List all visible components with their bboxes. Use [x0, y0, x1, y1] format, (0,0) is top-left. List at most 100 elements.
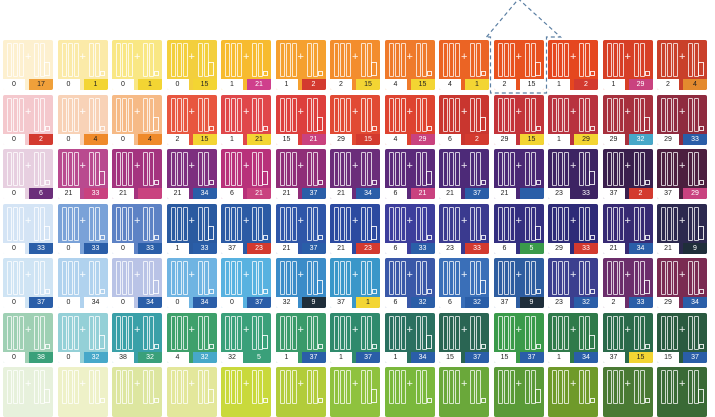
color-swatch-tile[interactable]: +15 21 — [275, 94, 326, 145]
color-swatch-tile[interactable]: +0 4 — [112, 94, 162, 145]
color-swatch-tile[interactable]: +1 33 — [166, 203, 217, 254]
color-swatch-tile[interactable]: +2 33 — [602, 258, 653, 308]
color-swatch-tile[interactable]: +6 33 — [384, 203, 435, 254]
color-swatch-tile[interactable]: +6 32 — [384, 258, 435, 308]
color-swatch-tile[interactable]: +6 21 — [384, 149, 435, 199]
swatch-left-label: 1 — [384, 351, 407, 363]
color-swatch-tile[interactable]: +2 15 — [493, 40, 544, 90]
color-swatch-tile[interactable]: +0 33 — [112, 203, 162, 254]
color-swatch-tile[interactable]: +6 5 — [493, 203, 544, 254]
color-swatch-tile[interactable]: +37 15 — [602, 312, 653, 363]
color-swatch-tile[interactable]: +32 9 — [275, 258, 326, 308]
color-swatch-tile[interactable]: +4 32 — [166, 312, 217, 363]
color-swatch-tile[interactable]: +23 32 — [548, 258, 598, 308]
color-swatch-tile[interactable]: +0 34 — [166, 258, 217, 308]
color-swatch-tile[interactable]: +37 9 — [493, 258, 544, 308]
color-swatch-tile[interactable]: +21 9 — [657, 203, 707, 254]
color-swatch-tile[interactable]: +0 37 — [3, 258, 53, 308]
color-swatch-tile[interactable]: +1 34 — [384, 312, 435, 363]
color-swatch-tile[interactable]: +37 29 — [657, 149, 707, 199]
color-swatch-tile[interactable]: + — [657, 367, 707, 417]
color-swatch-tile[interactable]: +1 21 — [221, 94, 271, 145]
color-swatch-tile[interactable]: +38 32 — [112, 312, 162, 363]
color-swatch-tile[interactable]: +29 33 — [548, 203, 598, 254]
color-swatch-tile[interactable]: + — [493, 367, 544, 417]
color-swatch-tile[interactable]: +1 29 — [548, 94, 598, 145]
color-swatch-tile[interactable]: + — [330, 367, 380, 417]
color-swatch-tile[interactable]: +2 15 — [166, 94, 217, 145]
color-swatch-tile[interactable]: +4 1 — [439, 40, 489, 90]
color-swatch-tile[interactable]: +29 32 — [602, 94, 653, 145]
color-swatch-tile[interactable]: +0 34 — [112, 258, 162, 308]
color-swatch-tile[interactable]: +4 15 — [384, 40, 435, 90]
color-swatch-tile[interactable]: + — [112, 367, 162, 417]
color-swatch-tile[interactable]: +21 33 — [57, 149, 108, 199]
color-swatch-tile[interactable]: + — [548, 367, 598, 417]
color-swatch-tile[interactable]: +15 37 — [493, 312, 544, 363]
color-swatch-tile[interactable]: +1 21 — [221, 40, 271, 90]
color-swatch-tile[interactable]: +1 29 — [602, 40, 653, 90]
color-swatch-tile[interactable]: +21 34 — [602, 203, 653, 254]
color-swatch-tile[interactable]: +23 33 — [439, 203, 489, 254]
swatch-stripe — [88, 206, 94, 241]
color-swatch-tile[interactable]: +2 15 — [330, 40, 380, 90]
color-swatch-tile[interactable]: +1 34 — [548, 312, 598, 363]
color-swatch-tile[interactable]: + — [3, 367, 53, 417]
swatch-stripe — [170, 315, 176, 350]
color-swatch-tile[interactable]: + — [275, 367, 326, 417]
color-swatch-tile[interactable]: + — [221, 367, 271, 417]
color-swatch-tile[interactable]: + — [439, 367, 489, 417]
color-swatch-tile[interactable]: +4 29 — [384, 94, 435, 145]
plus-icon: + — [570, 323, 577, 336]
color-swatch-tile[interactable]: +1 2 — [548, 40, 598, 90]
color-swatch-tile[interactable]: +21 37 — [439, 149, 489, 199]
color-swatch-tile[interactable]: +0 4 — [57, 94, 108, 145]
color-swatch-tile[interactable]: +0 32 — [57, 312, 108, 363]
color-swatch-tile[interactable]: + — [57, 367, 108, 417]
color-swatch-tile[interactable]: +0 6 — [3, 149, 53, 199]
color-swatch-tile[interactable]: +29 15 — [330, 94, 380, 145]
color-swatch-tile[interactable]: +32 5 — [221, 312, 271, 363]
color-swatch-tile[interactable]: +29 15 — [493, 94, 544, 145]
color-swatch-tile[interactable]: +0 38 — [3, 312, 53, 363]
color-swatch-tile[interactable]: +0 34 — [57, 258, 108, 308]
color-swatch-tile[interactable]: +0 15 — [166, 40, 217, 90]
color-swatch-tile[interactable]: +15 37 — [657, 312, 707, 363]
color-swatch-tile[interactable]: +1 37 — [275, 312, 326, 363]
color-swatch-tile[interactable]: +0 1 — [112, 40, 162, 90]
color-swatch-tile[interactable]: +21 34 — [330, 149, 380, 199]
color-swatch-tile[interactable]: +0 1 — [57, 40, 108, 90]
color-swatch-tile[interactable]: +2 4 — [657, 40, 707, 90]
color-swatch-tile[interactable]: +0 2 — [3, 94, 53, 145]
swatch-left-label: 15 — [657, 351, 679, 363]
color-swatch-tile[interactable]: +21 — [493, 149, 544, 199]
color-swatch-tile[interactable]: +29 34 — [657, 258, 707, 308]
color-swatch-tile[interactable]: +37 23 — [221, 203, 271, 254]
color-swatch-tile[interactable]: +37 2 — [602, 149, 653, 199]
color-swatch-tile[interactable]: + — [602, 367, 653, 417]
swatch-marker — [371, 62, 377, 76]
color-swatch-tile[interactable]: +21 37 — [275, 149, 326, 199]
color-swatch-tile[interactable]: +0 33 — [57, 203, 108, 254]
color-swatch-tile[interactable]: + — [166, 367, 217, 417]
color-swatch-tile[interactable]: +0 17 — [3, 40, 53, 90]
color-swatch-tile[interactable]: +29 33 — [657, 94, 707, 145]
color-swatch-tile[interactable]: +21 37 — [275, 203, 326, 254]
swatch-stripe — [361, 315, 366, 350]
color-swatch-tile[interactable]: +0 33 — [3, 203, 53, 254]
color-swatch-tile[interactable]: +1 37 — [330, 312, 380, 363]
color-swatch-tile[interactable]: +6 2 — [439, 94, 489, 145]
color-swatch-tile[interactable]: +15 37 — [439, 312, 489, 363]
color-swatch-tile[interactable]: +21 34 — [166, 149, 217, 199]
color-swatch-tile[interactable]: +0 37 — [221, 258, 271, 308]
color-swatch-tile[interactable]: +23 33 — [548, 149, 598, 199]
color-swatch-tile[interactable]: +6 21 — [221, 149, 271, 199]
swatch-stripe — [400, 261, 406, 295]
color-swatch-tile[interactable]: +37 1 — [330, 258, 380, 308]
swatch-right-label: 15 — [192, 79, 217, 90]
color-swatch-tile[interactable]: +6 32 — [439, 258, 489, 308]
color-swatch-tile[interactable]: + — [384, 367, 435, 417]
color-swatch-tile[interactable]: +21 23 — [330, 203, 380, 254]
color-swatch-tile[interactable]: +1 2 — [275, 40, 326, 90]
color-swatch-tile[interactable]: +21 — [112, 149, 162, 199]
